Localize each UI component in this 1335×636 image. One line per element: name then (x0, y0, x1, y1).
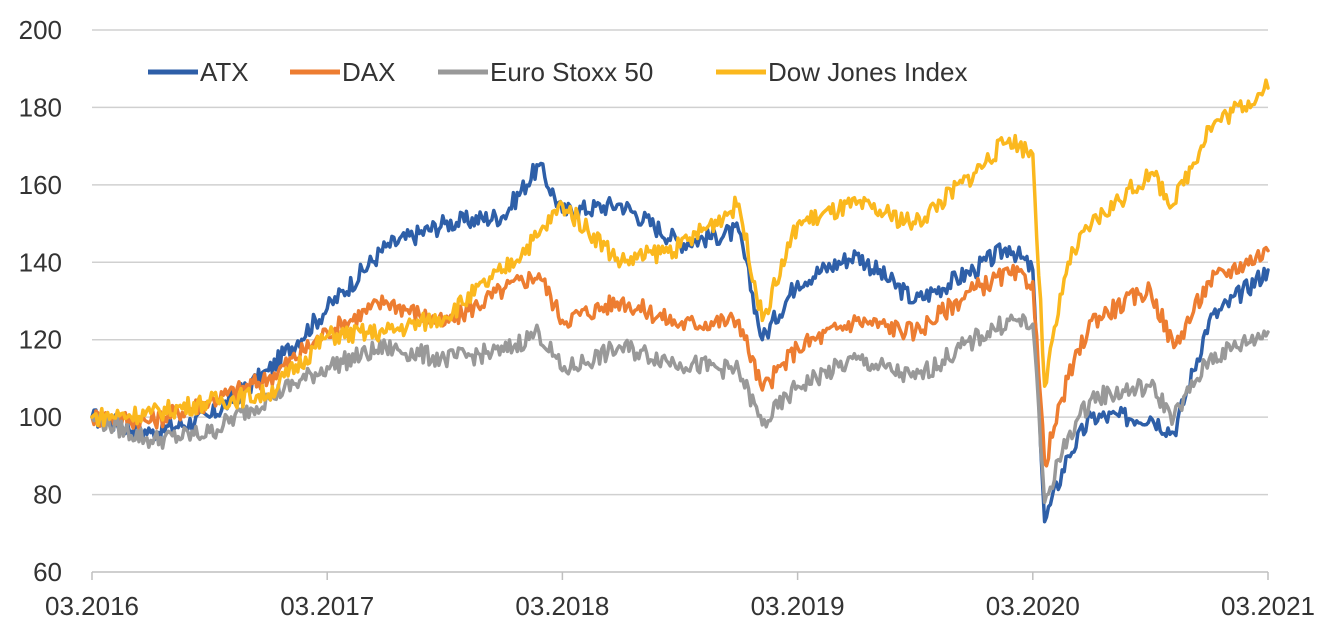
legend-label: Dow Jones Index (768, 57, 967, 87)
y-tick-label: 160 (19, 170, 62, 200)
series-line-euro-stoxx-50 (90, 313, 1270, 505)
series-lines (90, 78, 1270, 524)
grid-lines (92, 29, 1268, 496)
y-tick-label: 100 (19, 402, 62, 432)
y-tick-label: 80 (33, 480, 62, 510)
legend: ATX DAX Euro Stoxx 50 Dow Jones Index (148, 57, 967, 87)
x-tick-label: 03.2017 (280, 591, 374, 621)
legend-label: Euro Stoxx 50 (490, 57, 653, 87)
x-axis: 03.2016 03.2017 03.2018 03.2019 03.2020 03.20… (45, 571, 1315, 621)
x-tick-label: 03.2019 (751, 591, 845, 621)
legend-label: DAX (342, 57, 395, 87)
x-tick-label: 03.2016 (45, 591, 139, 621)
x-tick-label: 03.2021 (1221, 591, 1315, 621)
series-line-dow-jones-index (90, 78, 1270, 428)
y-tick-label: 120 (19, 325, 62, 355)
series-line-dax (90, 245, 1270, 468)
x-tick-label: 03.2018 (515, 591, 609, 621)
y-tick-label: 60 (33, 557, 62, 587)
y-tick-label: 140 (19, 247, 62, 277)
y-tick-label: 200 (19, 15, 62, 45)
y-tick-label: 180 (19, 92, 62, 122)
y-axis: 60 80 100 120 140 160 180 200 (19, 15, 62, 587)
legend-label: ATX (200, 57, 249, 87)
x-tick-label: 03.2020 (986, 591, 1080, 621)
